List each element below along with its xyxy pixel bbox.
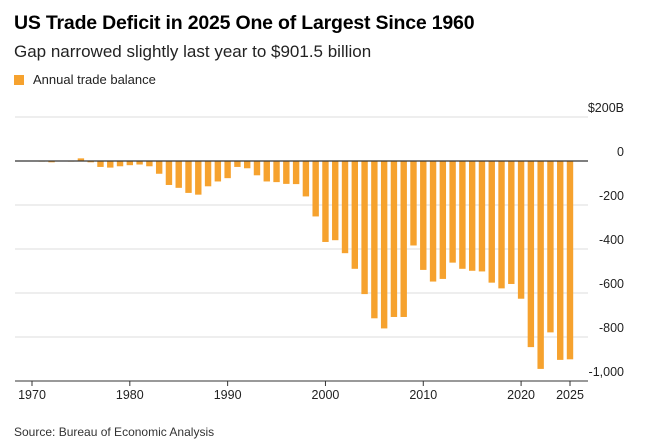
- bar-2016: [478, 161, 486, 272]
- x-tick-label: 2025: [556, 388, 584, 402]
- bar-2019: [508, 161, 515, 284]
- bar-1998: [302, 161, 310, 197]
- x-tick-label: 2020: [507, 388, 535, 402]
- y-tick-label: $200B: [588, 101, 624, 115]
- x-tick-label: 1970: [18, 388, 46, 402]
- bar-1986: [185, 161, 192, 193]
- bar-1988: [204, 161, 212, 187]
- x-tick-label: 2000: [312, 388, 340, 402]
- bar-1987: [195, 161, 202, 195]
- bar-1997: [292, 161, 300, 185]
- bar-2005: [371, 161, 378, 319]
- chart-subtitle: Gap narrowed slightly last year to $901.…: [14, 42, 372, 61]
- bar-2023: [547, 161, 554, 333]
- bar-1994: [263, 161, 270, 182]
- bar-1985: [175, 161, 182, 188]
- bar-1978: [107, 161, 114, 168]
- legend: Annual trade balance: [14, 72, 156, 87]
- y-tick-label: 0: [617, 145, 624, 159]
- bar-2002: [341, 161, 349, 254]
- bar-1982: [146, 161, 153, 167]
- bar-2020: [517, 161, 525, 299]
- bar-1981: [136, 161, 143, 165]
- bar-2009: [410, 161, 417, 246]
- bar-2018: [498, 161, 505, 289]
- bar-1975: [77, 158, 85, 161]
- bar-1991: [234, 161, 241, 167]
- bar-1979: [116, 161, 124, 167]
- bar-2011: [429, 161, 437, 282]
- bar-1972: [48, 161, 55, 163]
- bar-2013: [449, 161, 456, 263]
- bar-1989: [214, 161, 222, 182]
- bar-2014: [459, 161, 466, 269]
- legend-swatch: [14, 74, 24, 85]
- y-tick-label: -800: [599, 321, 624, 335]
- bar-2006: [380, 161, 388, 329]
- bar-1977: [97, 161, 104, 167]
- bar-2021: [527, 161, 535, 348]
- bar-1980: [126, 161, 134, 166]
- bar-2017: [488, 161, 495, 283]
- bar-1984: [165, 161, 173, 185]
- bar-1983: [155, 161, 163, 174]
- chart-title: US Trade Deficit in 2025 One of Largest …: [14, 12, 475, 34]
- bar-2012: [439, 161, 447, 279]
- bar-2007: [390, 161, 398, 317]
- legend-label: Annual trade balance: [33, 72, 156, 87]
- bar-2001: [332, 161, 339, 241]
- bar-2022: [537, 161, 544, 369]
- bar-2000: [322, 161, 329, 242]
- source-note: Source: Bureau of Economic Analysis: [14, 425, 215, 439]
- y-tick-label: -1,000: [589, 365, 624, 379]
- bar-2008: [400, 161, 407, 317]
- bar-2025: [566, 161, 574, 360]
- bar-2010: [420, 161, 427, 270]
- x-tick-label: 1980: [116, 388, 144, 402]
- bar-1996: [283, 161, 290, 184]
- bar-1990: [224, 161, 231, 179]
- bar-1976: [87, 161, 94, 163]
- bar-2004: [361, 161, 368, 295]
- bar-1992: [244, 161, 251, 169]
- bar-1993: [253, 161, 261, 176]
- y-tick-label: -200: [599, 189, 624, 203]
- bar-2015: [468, 161, 476, 271]
- bar-1999: [312, 161, 319, 217]
- y-tick-label: -400: [599, 233, 624, 247]
- bar-1995: [273, 161, 280, 183]
- y-tick-label: -600: [599, 277, 624, 291]
- x-tick-label: 2010: [409, 388, 437, 402]
- bar-2003: [351, 161, 358, 269]
- x-tick-label: 1990: [214, 388, 242, 402]
- bar-2024: [557, 161, 564, 360]
